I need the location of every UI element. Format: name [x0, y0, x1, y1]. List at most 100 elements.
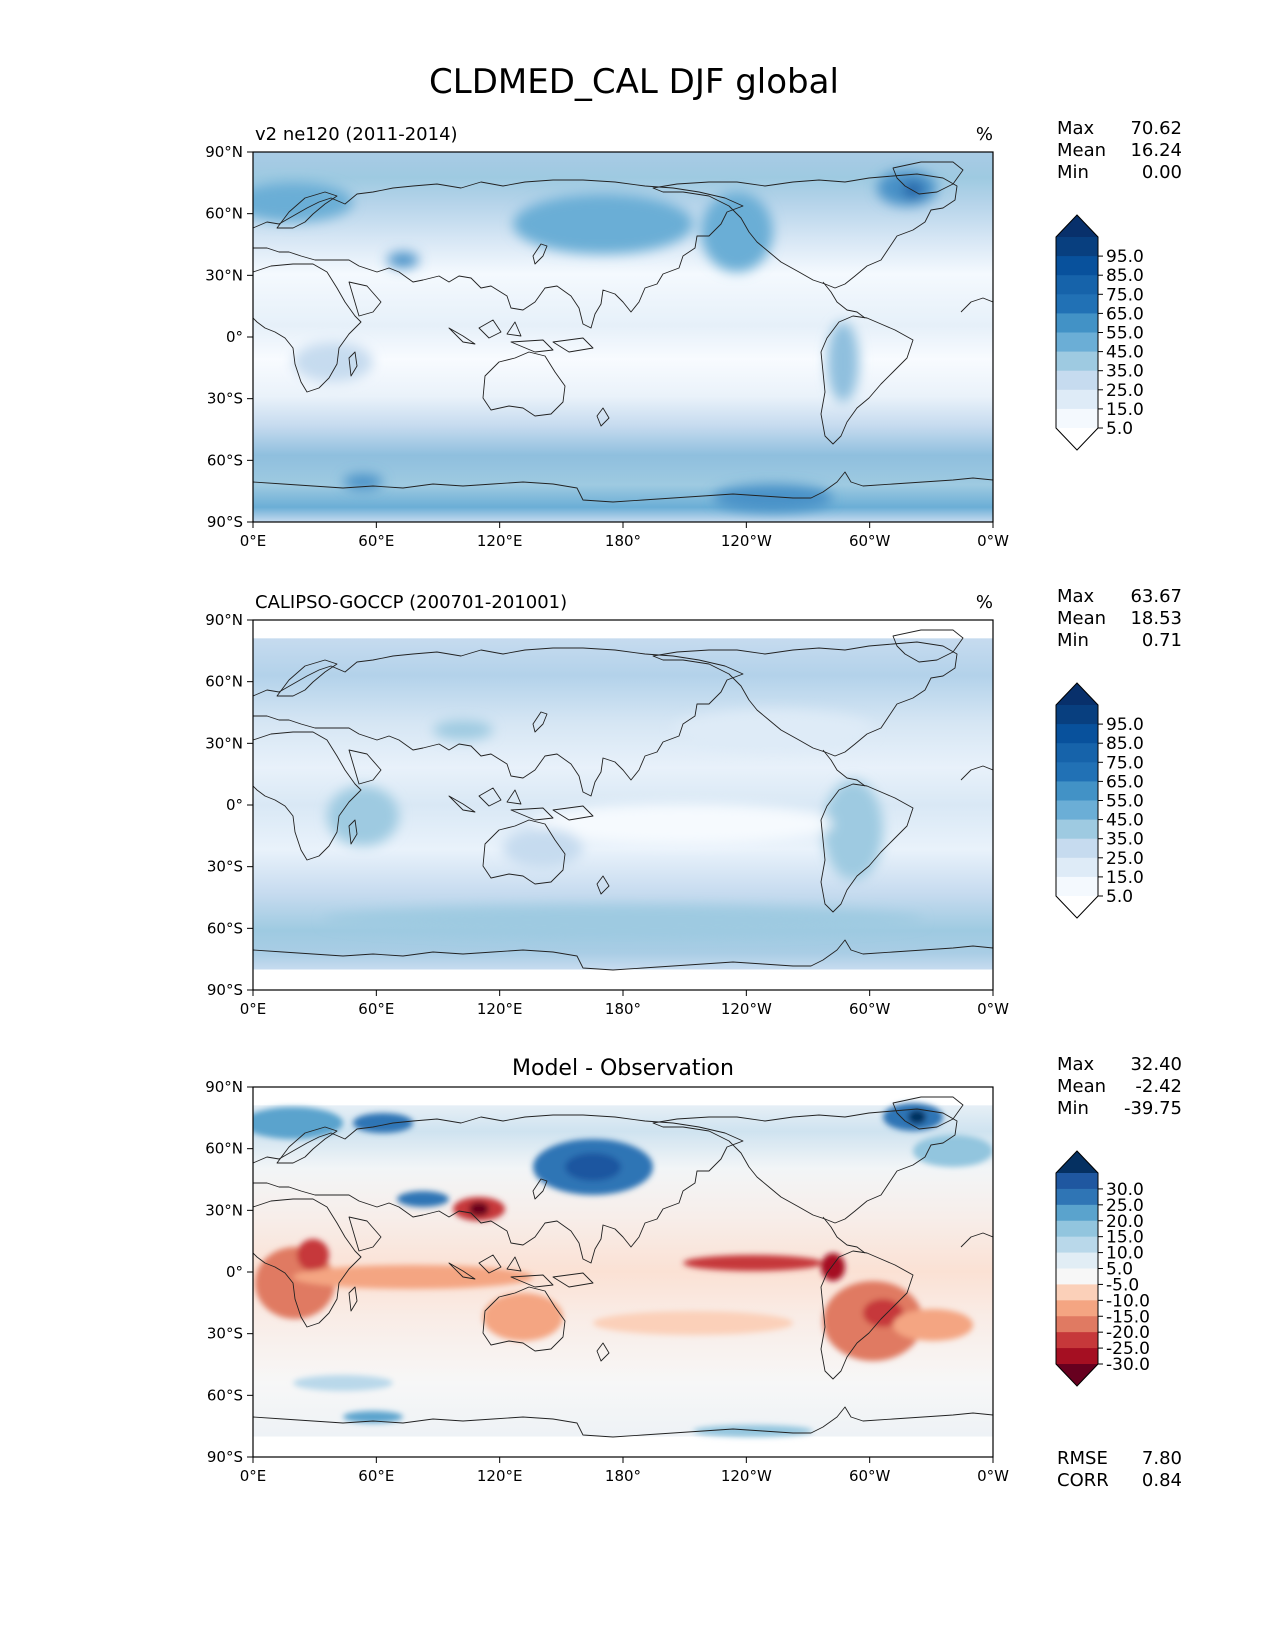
map-field-diff	[253, 1087, 993, 1457]
panel-model: v2 ne120 (2011-2014) % 0°E 60°E 120°E 180° 1…	[205, 124, 1009, 550]
colorbar-label: 15.0	[1106, 868, 1144, 888]
y-tick-label: 90°S	[207, 981, 243, 999]
colorbar-segment	[1056, 838, 1098, 859]
x-tick-label: 180°	[605, 1000, 641, 1018]
x-tick-label: 0°E	[240, 1000, 267, 1018]
colorbar-segment	[1056, 1332, 1098, 1349]
y-tick-label: 90°N	[205, 611, 243, 629]
colorbar-label: 45.0	[1106, 811, 1144, 831]
map-field-model	[253, 152, 993, 522]
colorbar-segment	[1056, 857, 1098, 878]
stat-label: Mean	[1057, 140, 1106, 161]
stat-label: Max	[1057, 586, 1095, 607]
y-tick-label: 60°N	[205, 673, 243, 691]
colorbar-label: 65.0	[1106, 304, 1144, 324]
panel-obs-title: CALIPSO-GOCCP (200701-201001)	[255, 592, 567, 613]
colorbar-label: 10.0	[1106, 1244, 1144, 1264]
y-tick-label: 0°	[226, 1263, 243, 1281]
colorbar-label: 5.0	[1106, 419, 1133, 439]
colorbar-segment	[1056, 1284, 1098, 1301]
side-model: Max 70.62 Mean 16.24 Min 0.00 95.085.075.065.0…	[1055, 118, 1182, 451]
colorbar-label: 55.0	[1106, 792, 1144, 812]
colorbar-extend-top	[1056, 1151, 1098, 1173]
colorbar-label: 25.0	[1106, 1196, 1144, 1216]
panel-diff: Model - Observation 0°E 60°E 120°E 180° 120°…	[205, 1056, 1009, 1485]
stat-label: Min	[1057, 162, 1089, 183]
colorbar-label: -20.0	[1106, 1323, 1150, 1343]
colorbar-segment	[1056, 389, 1098, 410]
axes-diff: 0°E 60°E 120°E 180° 120°W 60°W 0°W 90°N 60°N 30°N…	[205, 1078, 1009, 1485]
x-tick-label: 60°E	[358, 532, 394, 550]
colorbar-segment	[1056, 294, 1098, 314]
stat-label: Min	[1057, 630, 1089, 651]
y-tick-label: 90°S	[207, 513, 243, 531]
x-tick-label: 120°E	[477, 1467, 523, 1485]
y-tick-label: 90°N	[205, 143, 243, 161]
x-tick-label: 120°W	[721, 1000, 772, 1018]
colorbar-label: 75.0	[1106, 753, 1144, 773]
bottom-stat-value: 0.84	[1142, 1470, 1182, 1491]
colorbar-label: 30.0	[1106, 1180, 1144, 1200]
y-tick-label: 60°S	[207, 451, 243, 469]
colorbar-extend-top	[1056, 683, 1098, 705]
colorbar-label: 65.0	[1106, 772, 1144, 792]
colorbar-label: -15.0	[1106, 1307, 1150, 1327]
colorbar-label: 5.0	[1106, 1260, 1133, 1280]
colorbar-segment	[1056, 408, 1098, 429]
colorbar-segment	[1056, 876, 1098, 897]
colorbar: 95.085.075.065.055.045.035.025.015.05.0	[1055, 214, 1144, 451]
colorbar-segment	[1056, 1173, 1098, 1190]
colorbar-label: 15.0	[1106, 1228, 1144, 1248]
colorbar-label: -25.0	[1106, 1339, 1150, 1359]
panel-model-title: v2 ne120 (2011-2014)	[255, 124, 458, 145]
x-tick-label: 120°E	[477, 532, 523, 550]
colorbar-label: -30.0	[1106, 1355, 1150, 1375]
axes-model: 0°E 60°E 120°E 180° 120°W 60°W 0°W 90°N 60°N 30°N…	[205, 143, 1009, 550]
y-tick-label: 30°S	[207, 390, 243, 408]
colorbar-label: 35.0	[1106, 362, 1144, 382]
y-tick-label: 30°S	[207, 1325, 243, 1343]
colorbar-segment	[1056, 819, 1098, 840]
stat-label: Max	[1057, 1054, 1095, 1075]
colorbar-label: 20.0	[1106, 1212, 1144, 1232]
colorbar-segment	[1056, 1316, 1098, 1333]
bottom-stat-value: 7.80	[1142, 1448, 1182, 1469]
y-tick-label: 30°N	[205, 734, 243, 752]
colorbar-segment	[1056, 275, 1098, 295]
colorbar-label: -5.0	[1106, 1275, 1139, 1295]
stat-label: Max	[1057, 118, 1095, 139]
panel-model-units: %	[976, 124, 993, 145]
colorbar-label: 95.0	[1106, 247, 1144, 267]
stat-value: -39.75	[1124, 1098, 1182, 1119]
colorbar-label: 5.0	[1106, 887, 1133, 907]
y-tick-label: 90°N	[205, 1078, 243, 1096]
stat-value: 0.71	[1142, 630, 1182, 651]
side-diff: Max 32.40 Mean -2.42 Min -39.75 30.025.020.015…	[1055, 1054, 1182, 1491]
colorbar: 30.025.020.015.010.05.0-5.0-10.0-15.0-20…	[1055, 1150, 1150, 1387]
colorbar-label: 95.0	[1106, 715, 1144, 735]
colorbar: 95.085.075.065.055.045.035.025.015.05.0	[1055, 682, 1144, 919]
colorbar-label: -10.0	[1106, 1291, 1150, 1311]
stat-value: 70.62	[1130, 118, 1182, 139]
stat-label: Min	[1057, 1098, 1089, 1119]
x-tick-label: 60°E	[358, 1467, 394, 1485]
stat-label: Mean	[1057, 608, 1106, 629]
side-obs: Max 63.67 Mean 18.53 Min 0.71 95.085.075.065.0…	[1055, 586, 1182, 919]
colorbar-label: 75.0	[1106, 285, 1144, 305]
y-tick-label: 90°S	[207, 1448, 243, 1466]
x-tick-label: 120°E	[477, 1000, 523, 1018]
colorbar-extend-bottom	[1056, 1364, 1098, 1386]
bottom-stat-label: CORR	[1057, 1470, 1109, 1491]
y-tick-label: 30°N	[205, 266, 243, 284]
colorbar-segment	[1056, 781, 1098, 801]
y-tick-label: 30°N	[205, 1201, 243, 1219]
axes-obs: 0°E 60°E 120°E 180° 120°W 60°W 0°W 90°N 60°N 30°N…	[205, 611, 1009, 1018]
x-tick-label: 60°W	[849, 1467, 891, 1485]
panel-obs-units: %	[976, 592, 993, 613]
panel-obs: CALIPSO-GOCCP (200701-201001) % 0°E 60°E 1…	[205, 592, 1009, 1018]
bottom-stat-label: RMSE	[1057, 1448, 1108, 1469]
colorbar-segment	[1056, 313, 1098, 333]
x-tick-label: 0°E	[240, 532, 267, 550]
x-tick-label: 180°	[605, 532, 641, 550]
